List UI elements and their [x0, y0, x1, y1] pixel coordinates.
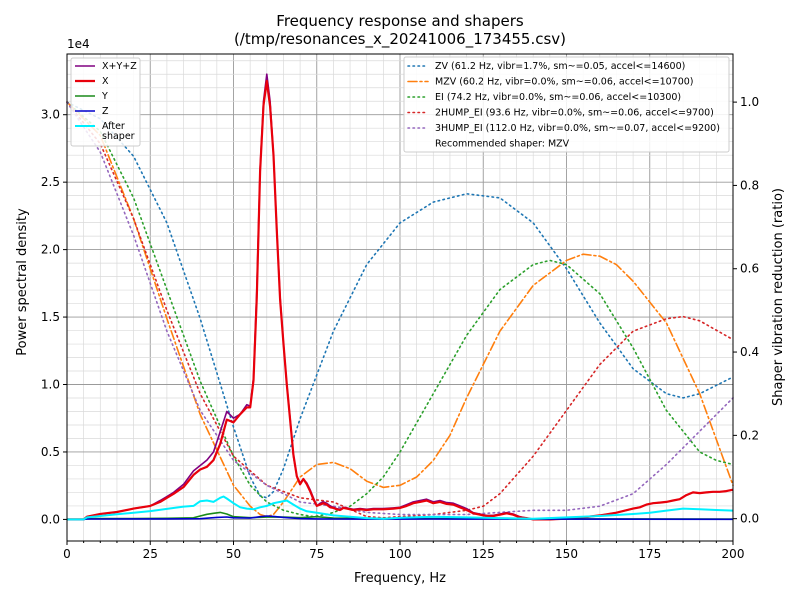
y-tick-label: 0.5: [41, 445, 60, 459]
y-multiplier-label: 1e4: [67, 37, 90, 51]
x-tick-label: 0: [63, 547, 71, 561]
y2-tick-label: 0.8: [740, 178, 759, 192]
shaper-line-4: [66, 101, 734, 516]
y-tick-label: 2.5: [41, 175, 60, 189]
shaper-line-2: [66, 101, 734, 518]
legend-shaper-label-4: 3HUMP_EI (112.0 Hz, vibr=0.0%, sm~=0.07,…: [435, 123, 720, 134]
x-tick-label: 200: [722, 547, 745, 561]
legend-shapers-box: [403, 56, 730, 153]
shaper-line-0: [66, 101, 734, 499]
legend-shaper-label-2: EI (74.2 Hz, vibr=0.0%, sm~=0.06, accel<…: [435, 92, 681, 103]
x-tick-label: 175: [638, 547, 661, 561]
y2-axis-label: Shaper vibration reduction (ratio): [771, 188, 786, 406]
psd-line-3: [67, 515, 734, 521]
legend-psd-label-1: X: [102, 76, 109, 87]
x-tick-label: 75: [309, 547, 324, 561]
chart-subtitle: (/tmp/resonances_x_20241006_173455.csv): [234, 30, 566, 49]
y-tick-label: 1.0: [41, 378, 60, 392]
legend-shaper-label-0: ZV (61.2 Hz, vibr=1.7%, sm~=0.05, accel<…: [435, 61, 685, 72]
legend-shaper-label-3: 2HUMP_EI (93.6 Hz, vibr=0.0%, sm~=0.06, …: [435, 108, 714, 119]
y2-tick-label: 0.6: [740, 262, 759, 276]
y2-tick-label: 0.2: [740, 428, 759, 442]
psd-lines: [67, 73, 734, 521]
x-tick-label: 150: [555, 547, 578, 561]
legend-psd-label-0: X+Y+Z: [102, 61, 137, 72]
y-tick-label: 2.0: [41, 243, 60, 257]
legend-psd-label-3: Z: [102, 106, 109, 117]
psd-line-4: [67, 495, 734, 521]
legend-psd-label-2: Y: [101, 91, 108, 102]
y-axis-label: Power spectral density: [15, 208, 30, 356]
y-tick-label: 1.5: [41, 310, 60, 324]
psd-line-1: [67, 79, 734, 521]
chart-title: Frequency response and shapers: [276, 12, 524, 30]
legend-psd-label-4: After: [102, 121, 125, 132]
y2-tick-label: 1.0: [740, 95, 759, 109]
y-tick-label: 0.0: [41, 512, 60, 526]
x-tick-label: 125: [472, 547, 495, 561]
shaper-lines: [66, 101, 734, 519]
x-tick-label: 50: [226, 547, 241, 561]
legend-shapers: ZV (61.2 Hz, vibr=1.7%, sm~=0.05, accel<…: [403, 56, 730, 153]
legend-shaper-label-1: MZV (60.2 Hz, vibr=0.0%, sm~=0.06, accel…: [435, 77, 694, 88]
ticks-layer: 0 25 50 75 100 125 150 175 200 0.0 0.5 1.0 1.5 2.0 2.5…: [41, 95, 759, 561]
x-tick-label: 100: [389, 547, 412, 561]
y-tick-label: 3.0: [41, 108, 60, 122]
recommended-shaper-text: Recommended shaper: MZV: [435, 139, 570, 150]
y2-tick-label: 0.4: [740, 345, 759, 359]
shaper-line-1: [66, 101, 734, 518]
y2-tick-label: 0.0: [740, 512, 759, 526]
legend-psd-label-4: shaper: [102, 131, 135, 142]
x-tick-label: 25: [143, 547, 158, 561]
x-axis-label: Frequency, Hz: [354, 571, 446, 586]
